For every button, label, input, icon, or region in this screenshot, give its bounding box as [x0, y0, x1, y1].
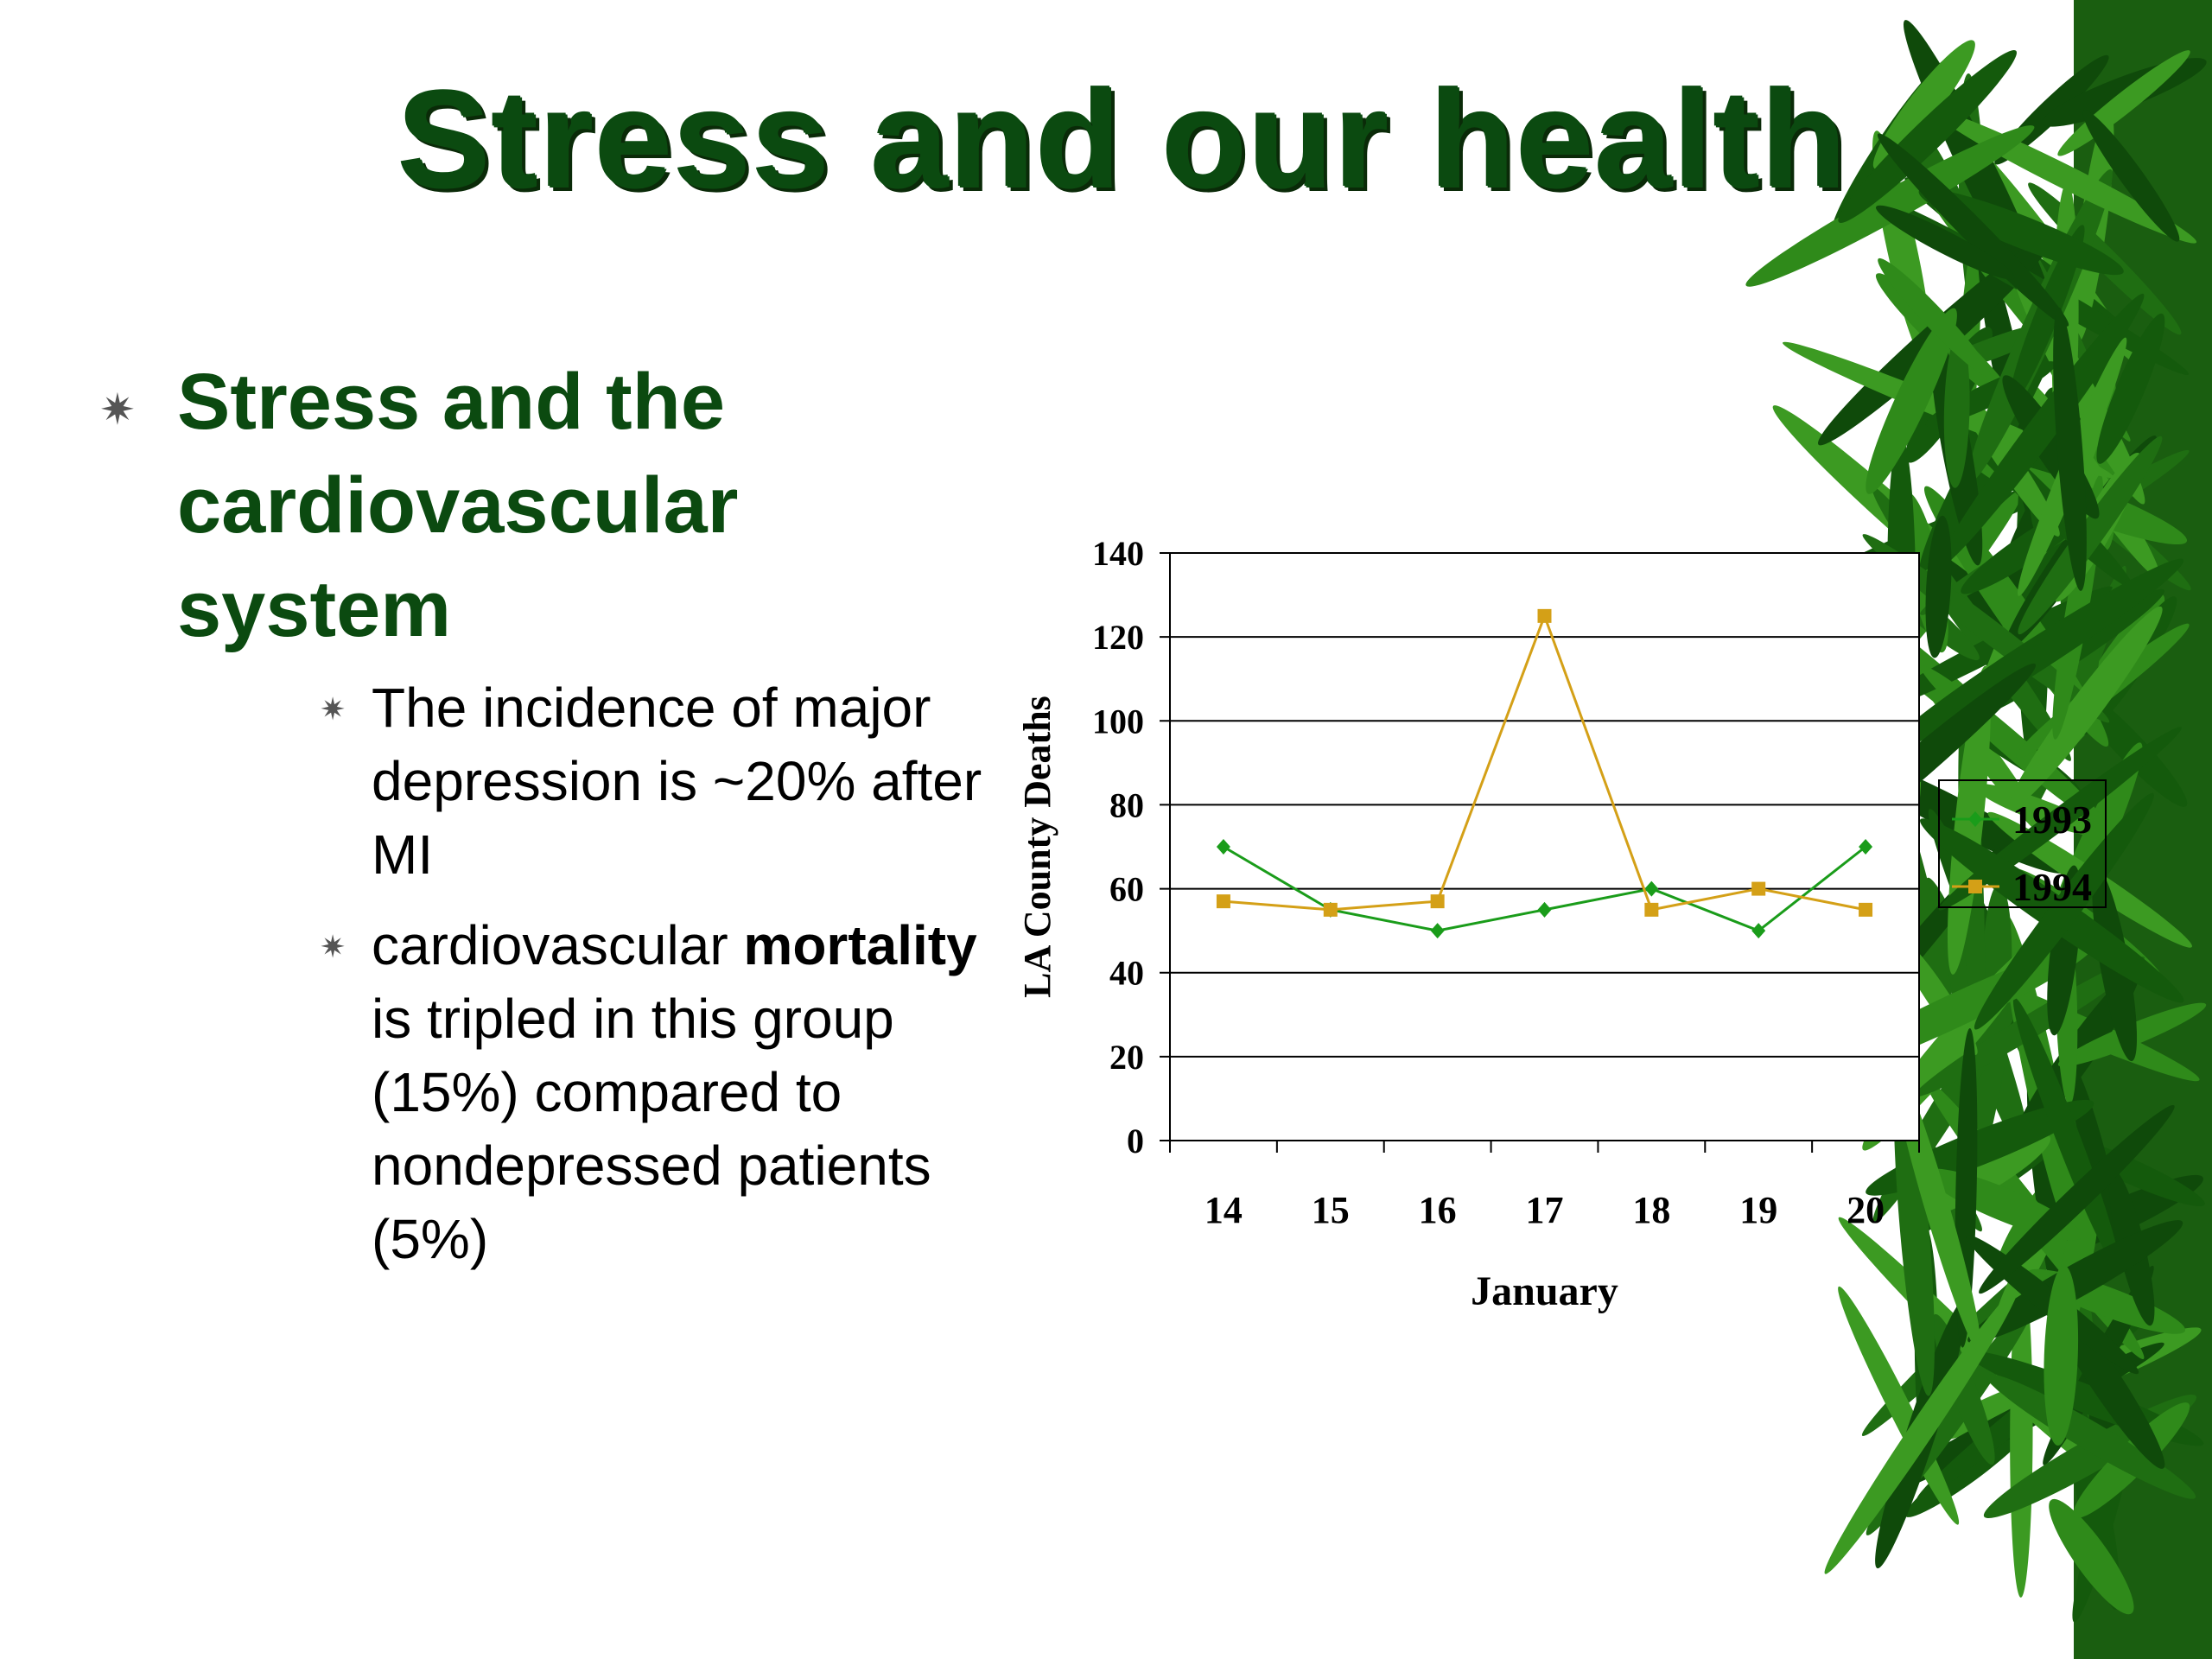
legend-label: 1993	[2012, 798, 2092, 842]
sub-bullet-star-icon: ✷	[320, 929, 346, 964]
data-point-1994	[1323, 902, 1338, 917]
bamboo-leaf	[2049, 1498, 2134, 1615]
legend-marker	[1968, 811, 1982, 827]
legend-marker	[1968, 880, 1982, 893]
bamboo-leaf	[2009, 225, 2085, 406]
bamboo-leaf	[2096, 313, 2165, 464]
bamboo-leaf	[1943, 334, 1970, 488]
bamboo-leaf	[1967, 1220, 2183, 1344]
x-tick-label: 17	[1526, 1189, 1564, 1231]
bamboo-leaf	[1882, 558, 2184, 755]
bamboo-leaf	[2018, 435, 2163, 635]
bamboo-leaf	[2044, 1265, 2079, 1446]
y-tick-label: 60	[1109, 870, 1144, 909]
y-tick-label: 140	[1092, 534, 1144, 573]
data-point-1993	[1430, 923, 1445, 939]
data-point-1994	[1430, 894, 1445, 909]
sub-bullet-star-icon: ✷	[320, 691, 346, 727]
data-point-1993	[1216, 839, 1230, 855]
sub-bullet-text: is tripled in this group (15%) compared …	[372, 988, 931, 1270]
bamboo-leaf	[1838, 49, 2017, 223]
data-point-1994	[1216, 894, 1230, 909]
legend-box	[1938, 779, 2107, 908]
sub-bullet-2: cardiovascular mortality is tripled in t…	[372, 909, 1028, 1276]
bullet-star-icon: ✷	[99, 385, 136, 434]
data-point-1994	[1859, 902, 1873, 917]
bamboo-leaf	[1862, 534, 2110, 723]
sub-bullet-1: The incidence of major depression is ~20…	[372, 671, 1028, 892]
slide-title: Stress and our health	[398, 62, 1848, 217]
bamboo-leaf	[1876, 205, 2015, 280]
bamboo-leaf	[1878, 257, 1991, 378]
bamboo-leaf	[1745, 125, 2035, 287]
y-axis-label: LA County Deaths	[1016, 696, 1058, 998]
y-tick-label: 100	[1092, 702, 1144, 741]
bamboo-leaf	[1866, 308, 1957, 494]
x-tick-label: 14	[1205, 1189, 1243, 1231]
y-tick-label: 0	[1127, 1122, 1144, 1160]
y-tick-label: 20	[1109, 1038, 1144, 1077]
bamboo-leaf	[1979, 1104, 2175, 1294]
x-axis-label: January	[1471, 1268, 1618, 1314]
x-tick-label: 20	[1847, 1189, 1885, 1231]
x-tick-label: 16	[1419, 1189, 1457, 1231]
x-tick-label: 19	[1739, 1189, 1777, 1231]
y-tick-label: 120	[1092, 618, 1144, 657]
bamboo-leaf	[2012, 997, 2120, 1270]
sub-bullet-text: cardiovascular	[372, 914, 744, 976]
y-tick-label: 80	[1109, 785, 1144, 824]
data-point-1994	[1644, 902, 1659, 917]
plot-area	[1169, 552, 1920, 1141]
bamboo-leaf	[2053, 307, 2087, 591]
bamboo-leaf	[2082, 110, 2180, 242]
x-tick-label: 15	[1312, 1189, 1350, 1231]
bamboo-leaf	[1925, 515, 1952, 658]
sub-bullet-bold-text: mortality	[743, 914, 977, 976]
legend-label: 1994	[2012, 865, 2092, 909]
data-point-1993	[1751, 923, 1766, 939]
main-bullet: Stress and the cardiovascular system	[177, 358, 739, 653]
sub-bullet-text: The incidence of major depression is ~20…	[372, 677, 982, 886]
bamboo-leaf	[1937, 293, 2145, 569]
data-point-1994	[1537, 608, 1552, 623]
y-tick-label: 40	[1109, 954, 1144, 993]
data-point-1993	[1859, 839, 1873, 855]
x-tick-label: 18	[1632, 1189, 1670, 1231]
bamboo-leaf	[1974, 792, 2154, 1030]
bamboo-leaf	[2008, 606, 2163, 810]
bamboo-leaf	[1863, 586, 2113, 716]
data-point-1993	[1644, 880, 1659, 897]
bamboo-leaf	[1872, 40, 1975, 169]
bamboo-leaf	[1986, 1374, 2196, 1499]
bamboo-leaf	[1824, 1287, 2018, 1574]
bamboo-leaf	[1877, 133, 2069, 327]
data-point-1993	[1537, 901, 1552, 918]
bamboo-leaf	[2010, 1270, 2033, 1598]
data-point-1994	[1751, 881, 1766, 896]
